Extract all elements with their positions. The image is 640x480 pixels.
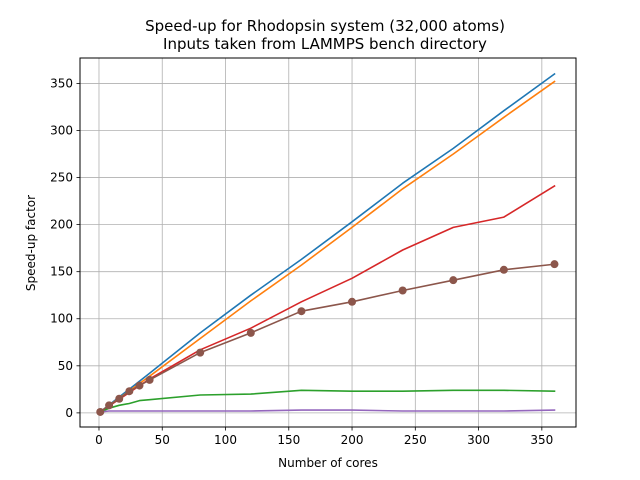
plot-frame (79, 57, 577, 428)
y-tick-label: 150 (50, 265, 73, 279)
y-tick-label: 250 (50, 171, 73, 185)
data-point (398, 286, 407, 295)
series-line-3 (99, 184, 556, 414)
y-tick-label: 100 (50, 312, 73, 326)
series-line-5 (99, 409, 556, 413)
x-axis-label: Number of cores (278, 456, 378, 470)
y-axis-label: Speed-up factor (24, 195, 38, 291)
data-point (550, 260, 559, 269)
y-tick-label: 350 (50, 76, 73, 90)
data-point (96, 407, 105, 416)
y-tick-label: 50 (58, 359, 73, 373)
data-point (115, 394, 124, 403)
x-tick-label: 0 (95, 433, 103, 447)
x-tick-label: 50 (155, 433, 170, 447)
x-tick-label: 250 (404, 433, 427, 447)
data-point (105, 401, 114, 410)
x-tick-label: 350 (530, 433, 553, 447)
series-lines (96, 72, 559, 416)
y-tick-label: 300 (50, 123, 73, 137)
chart-title: Speed-up for Rhodopsin system (32,000 at… (145, 17, 505, 35)
data-point (499, 265, 508, 274)
data-point (348, 297, 357, 306)
series-line-1 (99, 72, 556, 414)
y-tick-label: 0 (65, 406, 73, 420)
x-tick-label: 200 (341, 433, 364, 447)
series-line-4 (99, 389, 556, 413)
x-tick-label: 100 (214, 433, 237, 447)
chart-subtitle: Inputs taken from LAMMPS bench directory (163, 35, 487, 53)
data-point (196, 348, 205, 357)
data-point (297, 307, 306, 316)
series-line-2 (99, 80, 556, 414)
x-axis: 0 50 100 150 200 250 300 350 (95, 427, 553, 447)
y-tick-label: 200 (50, 218, 73, 232)
data-point (145, 375, 154, 384)
data-point (246, 328, 255, 337)
y-axis: 0 50 100 150 200 250 300 350 (50, 76, 80, 420)
data-point (125, 387, 134, 396)
x-tick-label: 300 (467, 433, 490, 447)
data-point (449, 276, 458, 285)
grid (80, 58, 576, 427)
x-tick-label: 150 (277, 433, 300, 447)
data-point (135, 381, 144, 390)
